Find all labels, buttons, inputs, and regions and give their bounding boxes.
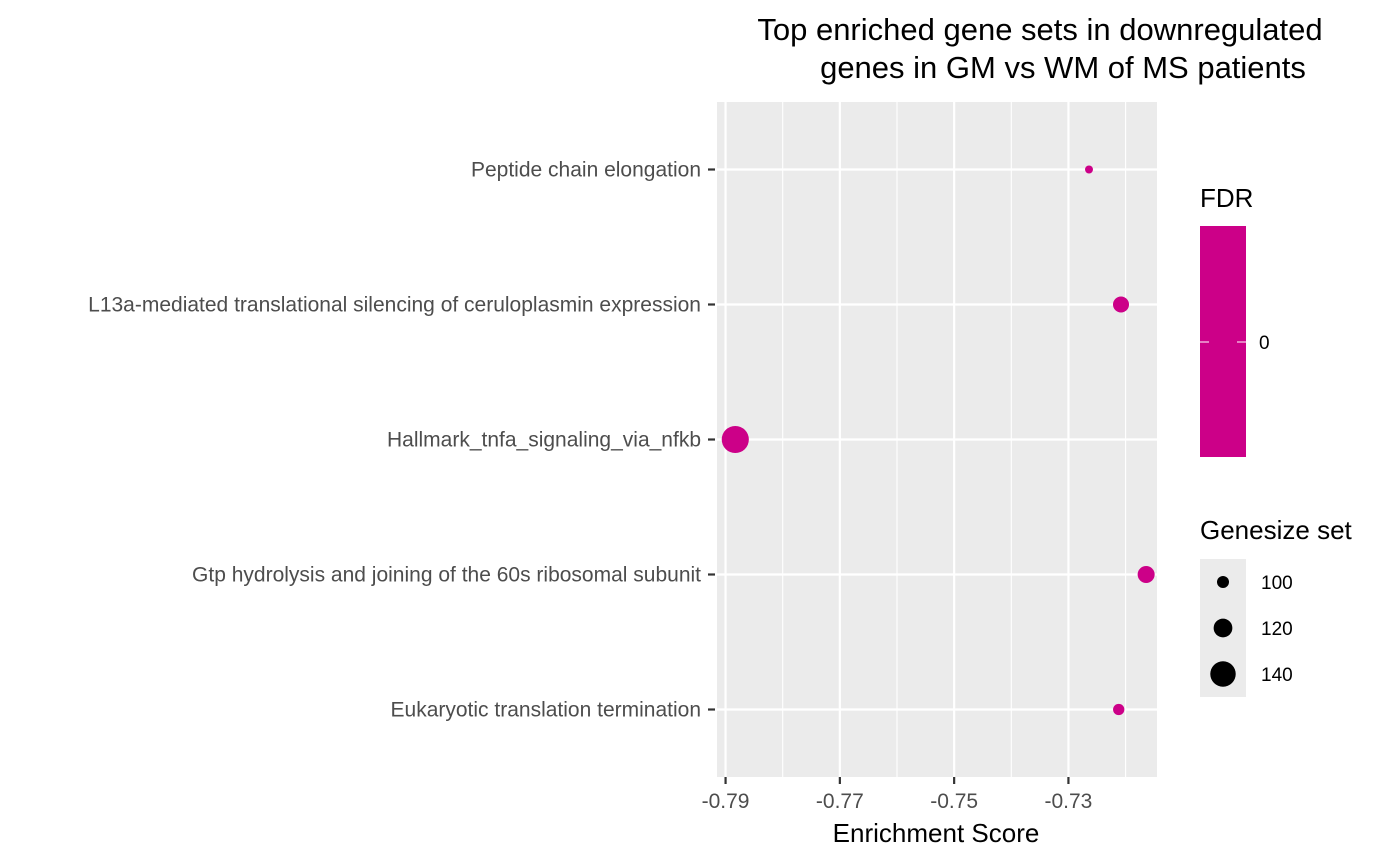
data-point [1085,165,1093,174]
data-point [1137,565,1155,584]
y-axis: Peptide chain elongation L13a-mediated tr… [88,159,715,722]
size-legend-label: 120 [1261,619,1293,640]
color-legend: FDR 0 [1200,183,1270,457]
major-gridlines [717,102,1157,777]
x-axis: -0.79 -0.77 -0.75 -0.73 [702,777,1092,813]
y-tick-label: L13a-mediated translational silencing of… [88,294,701,317]
size-legend-label: 140 [1261,665,1293,686]
x-axis-title: Enrichment Score [833,818,1040,848]
size-legend: Genesize set 100 120 140 [1200,515,1353,697]
color-legend-label: 0 [1259,333,1270,354]
size-legend-key [1210,661,1236,687]
color-legend-title: FDR [1200,183,1253,213]
x-tick-label: -0.75 [930,790,978,813]
chart-title-line-2: genes in GM vs WM of MS patients [820,50,1306,85]
y-tick-label: Peptide chain elongation [471,159,701,182]
y-tick-label: Gtp hydrolysis and joining of the 60s ri… [192,564,701,587]
size-legend-key [1217,576,1229,588]
data-point [721,425,749,454]
y-tick-label: Hallmark_tnfa_signaling_via_nfkb [387,429,701,452]
data-point [1112,296,1130,313]
data-point [1113,703,1125,716]
size-legend-label: 100 [1261,573,1293,594]
chart-title-line-1: Top enriched gene sets in downregulated [757,12,1322,47]
x-tick-label: -0.73 [1044,790,1092,813]
data-points [721,165,1155,716]
x-tick-label: -0.79 [702,790,750,813]
x-tick-label: -0.77 [816,790,864,813]
size-legend-title: Genesize set [1200,515,1353,545]
y-tick-label: Eukaryotic translation termination [391,699,701,722]
size-legend-key [1213,618,1233,638]
